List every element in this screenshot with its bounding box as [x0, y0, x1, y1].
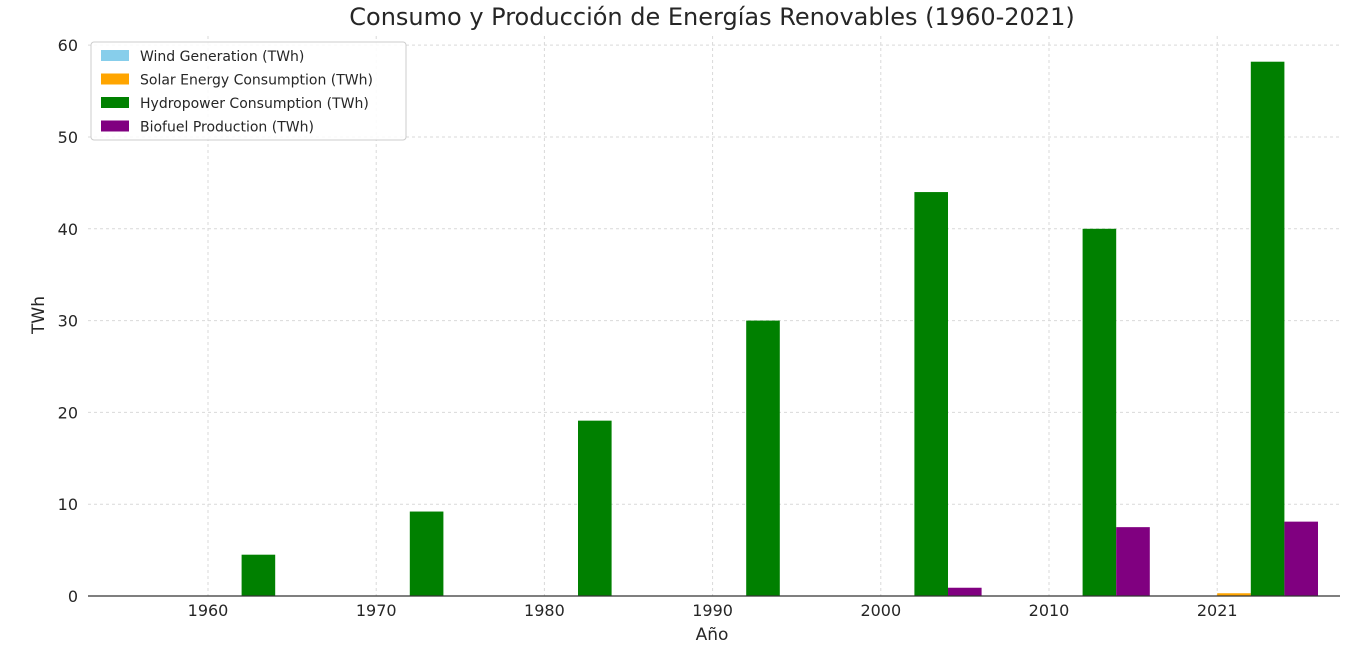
- bars: [241, 61, 1318, 597]
- y-tick-label: 20: [58, 403, 78, 422]
- y-tick-label: 40: [58, 220, 78, 239]
- bar-hydropower-consumption-twh-2000: [914, 192, 948, 597]
- y-tick-label: 50: [58, 128, 78, 147]
- chart-title: Consumo y Producción de Energías Renovab…: [349, 3, 1074, 31]
- x-tick-label: 1960: [188, 601, 229, 620]
- y-tick-label: 10: [58, 495, 78, 514]
- grid: [88, 36, 1340, 596]
- bar-hydropower-consumption-twh-2010: [1082, 228, 1117, 597]
- y-tick-label: 0: [68, 587, 78, 606]
- legend-swatch: [101, 97, 129, 108]
- x-tick-label: 2021: [1197, 601, 1238, 620]
- x-axis-label: Año: [696, 625, 729, 645]
- legend-box: [90, 41, 407, 141]
- legend-label: Hydropower Consumption (TWh): [140, 96, 369, 112]
- bar-biofuel-production-twh-2000: [948, 587, 982, 596]
- legend: Wind Generation (TWh) Solar Energy Consum…: [90, 41, 407, 141]
- x-tick-label: 2010: [1029, 601, 1070, 620]
- x-tick-label: 1990: [692, 601, 733, 620]
- bar-hydropower-consumption-twh-1970: [409, 511, 444, 596]
- bar-biofuel-production-twh-2010: [1116, 527, 1150, 596]
- y-tick-label: 30: [58, 312, 78, 331]
- legend-swatch: [101, 73, 129, 85]
- x-tick-label: 1970: [356, 601, 397, 620]
- x-ticks: 1960 1970 1980 1990 2000 2010 2021: [188, 601, 1238, 620]
- legend-swatch: [101, 120, 129, 132]
- y-tick-label: 60: [58, 36, 78, 55]
- bar-solar-energy-consumption-twh-2021: [1217, 593, 1251, 596]
- legend-swatch: [101, 50, 129, 61]
- y-ticks: 0 10 20 30 40 50 60: [58, 36, 78, 606]
- bar-hydropower-consumption-twh-1990: [746, 320, 780, 596]
- bar-biofuel-production-twh-2021: [1284, 521, 1318, 596]
- x-tick-label: 2000: [860, 601, 901, 620]
- bar-hydropower-consumption-twh-1960: [241, 554, 276, 596]
- bar-hydropower-consumption-twh-2021: [1250, 61, 1285, 597]
- legend-label: Biofuel Production (TWh): [140, 120, 314, 136]
- legend-label: Solar Energy Consumption (TWh): [140, 73, 373, 89]
- x-tick-label: 1980: [524, 601, 565, 620]
- bar-hydropower-consumption-twh-1980: [578, 420, 612, 596]
- y-axis-label: TWh: [29, 296, 49, 335]
- legend-label: Wind Generation (TWh): [140, 49, 304, 65]
